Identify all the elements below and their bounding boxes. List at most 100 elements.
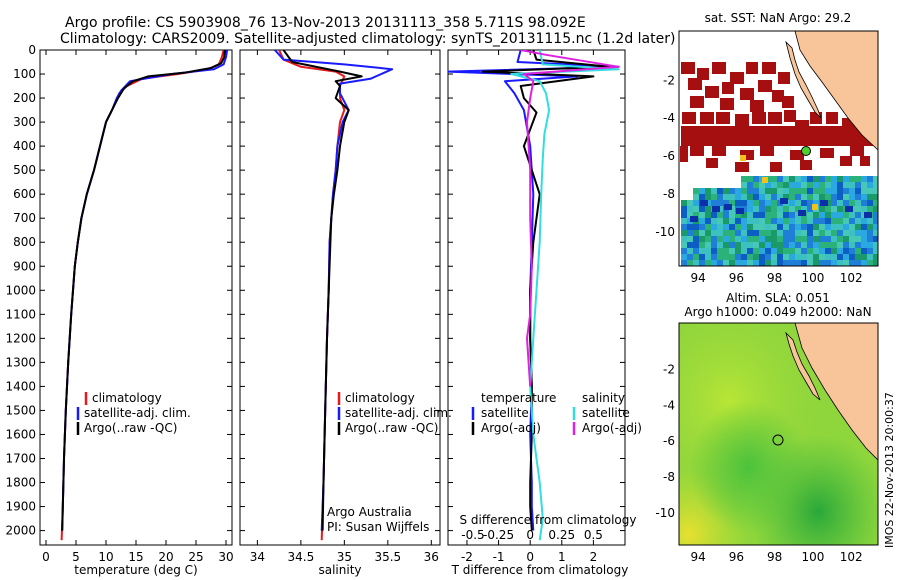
sst-cell (747, 248, 753, 254)
sst-cell (801, 200, 807, 206)
sst-cell (729, 200, 735, 206)
sst-cell (687, 230, 693, 236)
sst-cell (729, 248, 735, 254)
sla-map-frame (678, 322, 879, 546)
sst-cell (845, 206, 853, 212)
sst-cell (771, 260, 777, 266)
sst-cell (711, 200, 717, 206)
sst-cell (729, 260, 735, 266)
sst-cell (855, 194, 861, 200)
sst-cell (837, 242, 843, 248)
sst-cell (711, 218, 717, 224)
sst-cell (729, 218, 735, 224)
sst-cell (706, 158, 718, 168)
sst-cell (837, 224, 843, 230)
sst-cell (771, 224, 777, 230)
temperature-series-argo-raw-qc- (61, 50, 226, 531)
sst-cell (753, 224, 759, 230)
sst-cell (849, 242, 855, 248)
sst-cell (819, 248, 825, 254)
sst-cell (825, 188, 831, 194)
sst-cell (700, 112, 714, 124)
sla-map-title-line1: Altim. SLA: 0.051 (726, 291, 830, 305)
sst-cell (753, 260, 759, 266)
sst-cell (771, 248, 777, 254)
sst-cell (759, 200, 765, 206)
sst-cell (873, 248, 878, 254)
sst-cell (741, 248, 747, 254)
sst-cell (723, 242, 729, 248)
sst-cell (867, 254, 873, 260)
sst-cell (735, 200, 741, 206)
legend-title-temperature: temperature (481, 391, 556, 405)
sst-cell (861, 224, 867, 230)
sst-cell (819, 194, 825, 200)
sst-cell (795, 206, 801, 212)
sst-cell (777, 224, 783, 230)
sst-cell (697, 68, 709, 80)
sst-cell (723, 212, 729, 218)
sst-cell (807, 242, 813, 248)
sst-cell (813, 224, 819, 230)
sst-cell (682, 112, 696, 124)
sst-cell (747, 176, 753, 182)
sst-cell (837, 182, 843, 188)
sst-cell (813, 194, 819, 200)
sst-cell (837, 194, 843, 200)
sst-cell (837, 176, 843, 182)
sst-cell (855, 200, 861, 206)
sst-cell (849, 182, 855, 188)
sst-cell (825, 206, 831, 212)
sst-cell (795, 230, 801, 236)
sst-cell (783, 230, 789, 236)
sst-cell (867, 218, 873, 224)
sst-cell (735, 260, 741, 266)
sst-cell (849, 248, 855, 254)
sst-cell (826, 112, 838, 124)
sst-cell (747, 194, 753, 200)
sst-cell (747, 230, 753, 236)
credit-org: Argo Australia (327, 505, 412, 519)
sst-cell (741, 182, 747, 188)
sst-cell (789, 182, 795, 188)
sst-cell (807, 236, 813, 242)
sst-cell (717, 236, 723, 242)
sst-cell (693, 242, 699, 248)
sst-cell (747, 218, 753, 224)
sst-cell (753, 236, 759, 242)
sst-cell (687, 236, 693, 242)
sst-cell (711, 230, 717, 236)
sst-cell (782, 96, 794, 108)
sst-cell (699, 254, 705, 260)
sst-cell (849, 218, 855, 224)
argo-float-marker (801, 146, 811, 156)
sst-cell (789, 242, 795, 248)
sst-cell (783, 248, 789, 254)
sst-cell (717, 188, 723, 194)
sst-cell (812, 204, 818, 210)
sst-cell (861, 206, 867, 212)
sst-cell (783, 224, 789, 230)
sst-cell (759, 254, 765, 260)
temperature-legend: climatology satellite-adj. clim. Argo(..… (76, 391, 191, 435)
sst-cell (724, 204, 732, 210)
sst-cell (735, 218, 741, 224)
sst-cell (700, 200, 708, 206)
top-tick-label: -0.25 (483, 528, 514, 542)
map-y-tick-label: -8 (663, 470, 675, 484)
sst-cell (690, 146, 704, 156)
sst-cell (762, 62, 776, 74)
sst-cell (831, 224, 837, 230)
salinity-legend: climatology satellite-adj. clim. Argo(..… (337, 391, 452, 435)
sst-cell (807, 182, 813, 188)
sst-cell (705, 218, 711, 224)
map-x-tick-label: 98 (767, 550, 782, 564)
sst-cell (825, 224, 831, 230)
sst-cell (873, 188, 878, 194)
sst-cell (750, 100, 764, 112)
sst-cell (681, 260, 687, 266)
sst-cell (855, 218, 861, 224)
sst-cell (801, 194, 807, 200)
legend-label: satellite (582, 406, 630, 420)
